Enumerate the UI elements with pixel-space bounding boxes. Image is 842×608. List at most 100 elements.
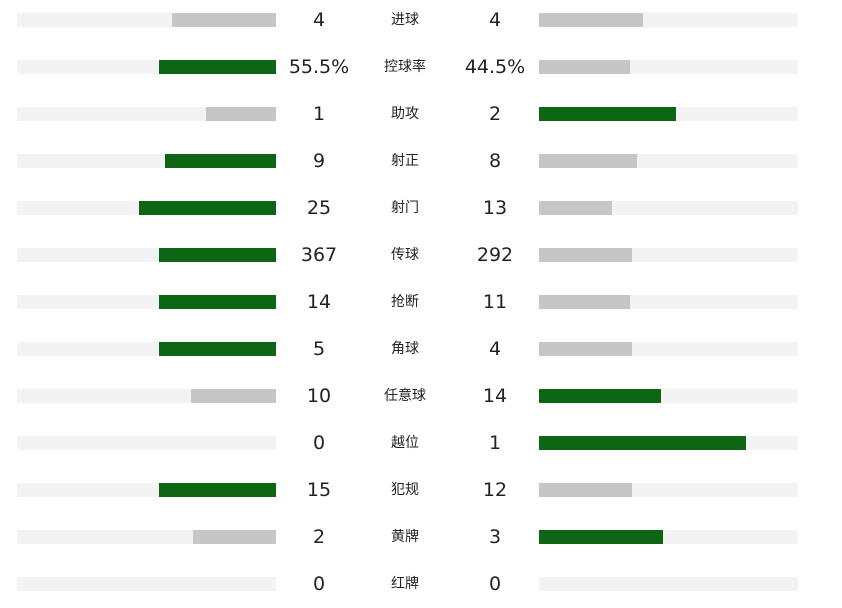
away-stat-bar-track <box>539 295 798 309</box>
away-stat-bar <box>539 154 637 168</box>
home-stat-bar <box>165 154 276 168</box>
home-stat-bar <box>191 389 276 403</box>
stat-row: 2 黄牌 3 <box>0 514 842 561</box>
home-stat-value: 10 <box>306 385 332 407</box>
home-stat-bar <box>172 13 276 27</box>
home-stat-bar <box>139 201 276 215</box>
stat-label: 犯规 <box>391 482 419 498</box>
home-stat-value: 14 <box>306 291 332 313</box>
stat-row: 9 射正 8 <box>0 138 842 185</box>
home-stat-bar <box>159 248 276 262</box>
away-stat-bar-track <box>539 248 798 262</box>
home-stat-value: 2 <box>312 526 326 548</box>
home-stat-value: 0 <box>312 573 326 595</box>
home-stat-value: 0 <box>312 432 326 454</box>
home-stat-bar <box>206 107 276 121</box>
home-stat-value: 4 <box>312 9 326 31</box>
stat-label: 任意球 <box>384 388 426 404</box>
home-stat-bar-track <box>17 60 276 74</box>
home-stat-bar <box>159 483 276 497</box>
home-stat-value: 9 <box>312 150 326 172</box>
stat-label: 进球 <box>391 12 419 28</box>
away-stat-bar-track <box>539 577 798 591</box>
stat-label: 传球 <box>391 247 419 263</box>
away-stat-bar <box>539 248 632 262</box>
home-stat-value: 55.5% <box>288 56 350 78</box>
home-stat-bar-track <box>17 389 276 403</box>
stat-label: 抢断 <box>391 294 419 310</box>
stat-row: 0 红牌 0 <box>0 561 842 608</box>
home-stat-bar-track <box>17 342 276 356</box>
away-stat-value: 12 <box>482 479 508 501</box>
home-stat-value: 15 <box>306 479 332 501</box>
away-stat-value: 11 <box>482 291 508 313</box>
home-stat-bar-track <box>17 248 276 262</box>
stat-label: 射门 <box>391 200 419 216</box>
stat-row: 25 射门 13 <box>0 185 842 232</box>
away-stat-bar-track <box>539 154 798 168</box>
away-stat-value: 4 <box>488 338 502 360</box>
home-stat-bar <box>159 60 276 74</box>
away-stat-bar-track <box>539 201 798 215</box>
away-stat-bar <box>539 389 661 403</box>
stat-row: 15 犯规 12 <box>0 467 842 514</box>
home-stat-bar-track <box>17 154 276 168</box>
stat-row: 4 进球 4 <box>0 0 842 44</box>
away-stat-value: 1 <box>488 432 502 454</box>
stat-label: 助攻 <box>391 106 419 122</box>
away-stat-value: 14 <box>482 385 508 407</box>
away-stat-value: 2 <box>488 103 502 125</box>
home-stat-bar-track <box>17 201 276 215</box>
stat-row: 55.5% 控球率 44.5% <box>0 44 842 91</box>
stat-row: 367 传球 292 <box>0 232 842 279</box>
away-stat-bar <box>539 60 630 74</box>
away-stat-bar <box>539 107 676 121</box>
home-stat-value: 25 <box>306 197 332 219</box>
stat-label: 控球率 <box>384 59 426 75</box>
away-stat-bar <box>539 436 746 450</box>
away-stat-bar-track <box>539 530 798 544</box>
away-stat-bar <box>539 483 632 497</box>
away-stat-bar <box>539 295 630 309</box>
away-stat-bar-track <box>539 436 798 450</box>
away-stat-bar <box>539 201 612 215</box>
home-stat-bar-track <box>17 436 276 450</box>
home-stat-bar <box>159 295 276 309</box>
away-stat-bar-track <box>539 483 798 497</box>
home-stat-bar <box>159 342 276 356</box>
away-stat-value: 3 <box>488 526 502 548</box>
away-stat-bar-track <box>539 60 798 74</box>
away-stat-bar <box>539 530 663 544</box>
home-stat-bar-track <box>17 107 276 121</box>
away-stat-value: 292 <box>476 244 514 266</box>
home-stat-bar-track <box>17 577 276 591</box>
away-stat-value: 0 <box>488 573 502 595</box>
home-stat-bar-track <box>17 295 276 309</box>
home-stat-value: 5 <box>312 338 326 360</box>
away-stat-bar-track <box>539 389 798 403</box>
away-stat-value: 44.5% <box>464 56 526 78</box>
stat-label: 黄牌 <box>391 529 419 545</box>
stat-label: 红牌 <box>391 576 419 592</box>
stat-row: 10 任意球 14 <box>0 373 842 420</box>
home-stat-value: 1 <box>312 103 326 125</box>
away-stat-bar <box>539 342 632 356</box>
away-stat-bar-track <box>539 342 798 356</box>
away-stat-value: 13 <box>482 197 508 219</box>
away-stat-bar-track <box>539 107 798 121</box>
home-stat-bar-track <box>17 530 276 544</box>
stat-label: 角球 <box>391 341 419 357</box>
home-stat-value: 367 <box>300 244 338 266</box>
home-stat-bar-track <box>17 483 276 497</box>
stat-row: 0 越位 1 <box>0 420 842 467</box>
stat-row: 5 角球 4 <box>0 326 842 373</box>
away-stat-bar <box>539 13 643 27</box>
stat-row: 1 助攻 2 <box>0 91 842 138</box>
away-stat-bar-track <box>539 13 798 27</box>
stat-label: 射正 <box>391 153 419 169</box>
stat-row: 14 抢断 11 <box>0 279 842 326</box>
away-stat-value: 8 <box>488 150 502 172</box>
stat-label: 越位 <box>391 435 419 451</box>
home-stat-bar-track <box>17 13 276 27</box>
